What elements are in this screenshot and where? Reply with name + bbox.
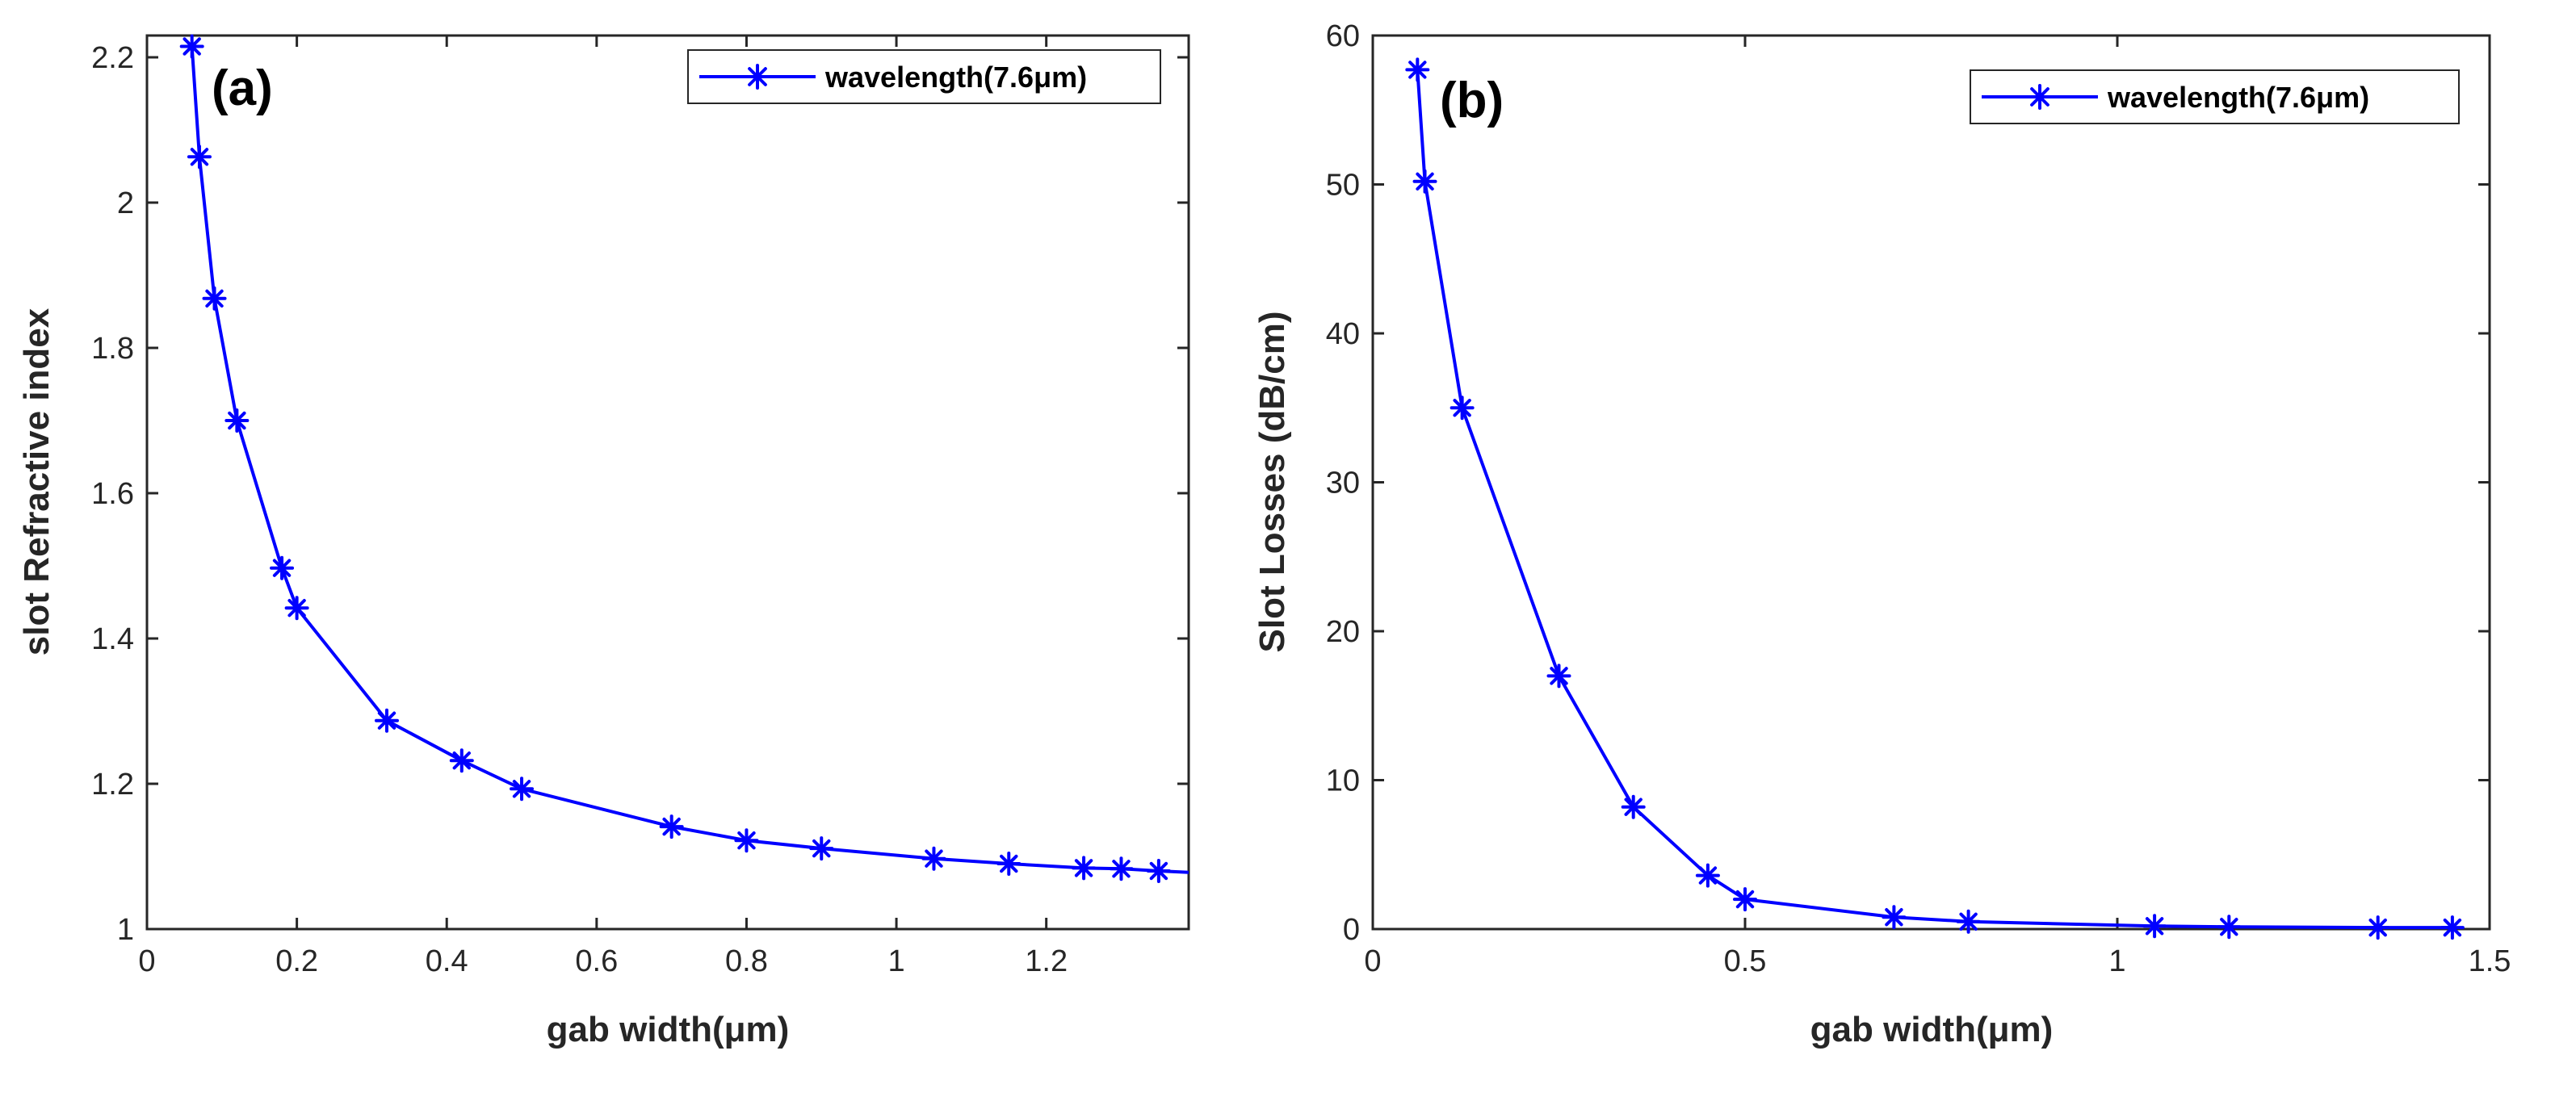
data-point <box>1882 905 1907 930</box>
x-tick-label: 0.4 <box>426 944 468 978</box>
y-tick-label: 1.4 <box>91 622 134 656</box>
y-tick-label: 30 <box>1326 467 1360 500</box>
x-tick-label: 0.6 <box>575 944 618 978</box>
y-tick-label: 60 <box>1326 19 1360 53</box>
x-tick-label: 0.5 <box>1724 944 1767 978</box>
x-tick-label: 1 <box>2108 944 2125 978</box>
series-b <box>1405 57 2465 940</box>
data-point <box>1956 909 1981 934</box>
data-point <box>996 852 1022 876</box>
y-tick-label: 1.8 <box>91 332 134 366</box>
x-ticks-b: 0 0.5 1 1.5 <box>1364 36 2511 978</box>
x-axis-label-b: gab width(μm) <box>1810 1010 2054 1049</box>
data-point <box>270 555 295 580</box>
plot-area-a <box>145 34 1190 931</box>
panel-label-a: (a) <box>212 61 273 116</box>
y-tick-label: 2.2 <box>91 41 134 75</box>
legend-marker-a <box>745 64 770 90</box>
data-point <box>1621 794 1646 819</box>
plot-area-b <box>1371 34 2491 931</box>
x-tick-label: 0.2 <box>275 944 318 978</box>
x-axis-label-a: gab width(μm) <box>547 1010 790 1049</box>
data-point <box>809 836 834 861</box>
series-a <box>179 34 1189 883</box>
data-point <box>2365 915 2390 940</box>
y-tick-label: 1.2 <box>91 768 134 802</box>
data-point <box>1412 169 1437 194</box>
x-ticks-a: 0 0.2 0.4 0.6 0.8 1 1.2 <box>138 36 1068 978</box>
data-point <box>1450 396 1475 421</box>
data-point <box>510 777 535 802</box>
data-point <box>2217 915 2242 940</box>
x-tick-label: 1.2 <box>1025 944 1068 978</box>
data-point <box>1072 856 1097 881</box>
x-tick-label: 0.8 <box>725 944 768 978</box>
legend-a: wavelength(7.6μm) <box>687 49 1161 104</box>
y-axis-label-b: Slot Losses (dB/cm) <box>1252 312 1292 653</box>
chart-panel-b: 0 0.5 1 1.5 0 10 20 30 40 50 60 (b) gab width(μm)… <box>1252 19 2511 1049</box>
y-ticks-a: 1 1.2 1.4 1.6 1.8 2 2.2 <box>91 41 1189 947</box>
legend-asterisk-icon <box>2027 84 2053 110</box>
data-point <box>1146 859 1171 883</box>
y-tick-label: 10 <box>1326 764 1360 798</box>
data-point <box>187 144 212 170</box>
data-point <box>179 34 204 59</box>
legend-marker-b <box>2027 84 2053 110</box>
chart-panel-a: 0 0.2 0.4 0.6 0.8 1 1.2 11.21.41.61.822.2 (a) … <box>17 34 1190 1049</box>
panel-label-b: (b) <box>1440 73 1504 128</box>
x-tick-label: 0 <box>1364 944 1381 978</box>
data-point <box>1695 863 1720 888</box>
y-tick-label: 1.6 <box>91 477 134 511</box>
x-tick-label: 0 <box>138 944 155 978</box>
data-point <box>374 708 399 733</box>
data-point <box>1109 856 1134 881</box>
data-point <box>921 846 946 871</box>
data-point <box>449 748 474 773</box>
y-tick-label: 2 <box>117 186 134 220</box>
y-ticks-b: 0 10 20 30 40 50 60 <box>1326 19 2490 947</box>
y-tick-label: 1 <box>117 913 134 947</box>
legend-label-b: wavelength(7.6μm) <box>2107 81 2369 114</box>
legend-b: wavelength(7.6μm) <box>1970 69 2460 124</box>
x-tick-label: 1.5 <box>2469 944 2511 978</box>
data-point <box>734 828 759 853</box>
data-point <box>2440 915 2465 940</box>
data-point <box>2142 914 2167 939</box>
data-point <box>1733 887 1757 912</box>
legend-label-a: wavelength(7.6μm) <box>824 61 1087 94</box>
y-axis-label-a: slot Refractive index <box>17 308 57 655</box>
y-tick-label: 50 <box>1326 169 1360 203</box>
y-tick-label: 40 <box>1326 317 1360 351</box>
data-point <box>659 814 684 839</box>
data-point <box>1405 57 1430 82</box>
x-tick-label: 1 <box>887 944 904 978</box>
legend-asterisk-icon <box>745 64 770 90</box>
data-point <box>202 286 227 311</box>
data-point <box>1546 664 1571 689</box>
y-tick-label: 0 <box>1343 913 1360 947</box>
data-point <box>224 408 250 433</box>
y-tick-label: 20 <box>1326 615 1360 649</box>
data-point <box>284 596 309 621</box>
